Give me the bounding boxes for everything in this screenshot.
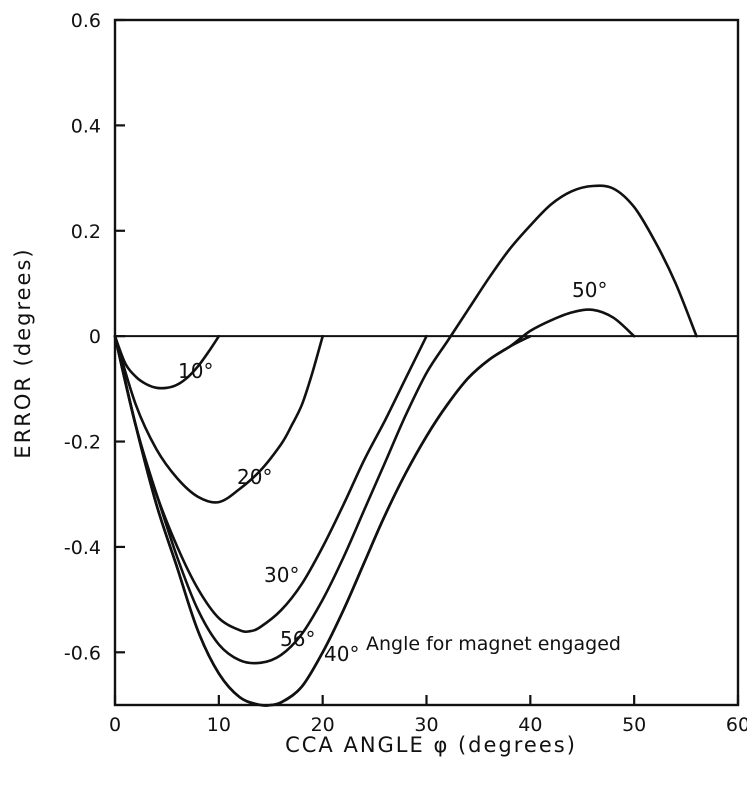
series-line-50-deg	[113, 308, 636, 707]
y-tick-label: -0.2	[64, 432, 101, 454]
series-line-20-deg	[113, 334, 324, 504]
axes: 0 10 20 30 40 50 60 0.6 0.4 0.2 0 -0.2 -0.4 -0.6	[64, 10, 747, 736]
y-tick-label: 0.2	[71, 221, 101, 243]
x-tick-label: 40	[518, 714, 542, 736]
x-tick-label: 60	[726, 714, 747, 736]
curves	[113, 184, 698, 707]
series-line-56-deg	[113, 184, 698, 665]
series-line-10-deg	[113, 334, 221, 390]
labels: 10° 20° 30° 56° 40° 50°	[178, 278, 607, 666]
y-tick-label: -0.4	[64, 537, 101, 559]
series-label-20-deg: 20°	[237, 465, 272, 489]
series-label-10-deg: 10°	[178, 359, 213, 383]
series-label-40-deg: 40°	[324, 642, 359, 666]
magnet-engaged-annotation: Angle for magnet engaged	[366, 633, 621, 655]
x-tick-label: 30	[414, 714, 438, 736]
x-tick-label: 50	[622, 714, 646, 736]
x-axis-title: CCA ANGLE φ (degrees)	[285, 733, 577, 757]
x-tick-label: 20	[311, 714, 335, 736]
series-label-50-deg: 50°	[572, 278, 607, 302]
y-tick-label: 0	[89, 326, 101, 348]
y-tick-label: 0.6	[71, 10, 101, 32]
series-label-56-deg: 56°	[280, 627, 315, 651]
y-axis-title: ERROR (degrees)	[11, 247, 35, 458]
x-tick-label: 0	[109, 714, 121, 736]
series-label-30-deg: 30°	[264, 563, 299, 587]
x-tick-label: 10	[207, 714, 231, 736]
y-tick-label: 0.4	[71, 115, 101, 137]
y-tick-label: -0.6	[64, 642, 101, 664]
